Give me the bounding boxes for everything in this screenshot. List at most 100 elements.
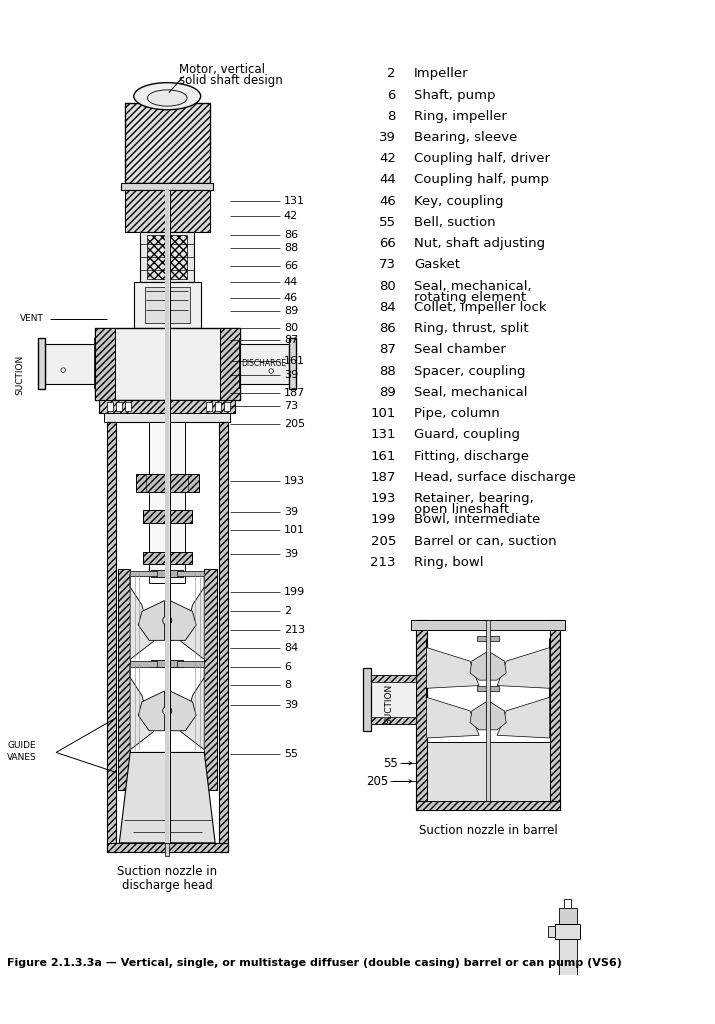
Text: 8: 8 — [388, 110, 396, 123]
Text: 73: 73 — [284, 401, 298, 412]
Ellipse shape — [269, 369, 273, 374]
Text: 42: 42 — [284, 211, 298, 221]
Bar — [561, 975, 575, 982]
Bar — [177, 570, 204, 577]
Ellipse shape — [147, 90, 187, 106]
Text: 55: 55 — [284, 750, 298, 759]
Text: 205: 205 — [370, 535, 396, 548]
Polygon shape — [497, 639, 550, 688]
Bar — [107, 422, 116, 852]
Bar — [558, 939, 577, 975]
Text: 89: 89 — [284, 306, 298, 316]
Text: Collet, impeller lock: Collet, impeller lock — [414, 301, 547, 314]
Polygon shape — [130, 664, 154, 750]
Text: GUIDE: GUIDE — [7, 740, 36, 750]
Bar — [240, 344, 290, 384]
Text: 55: 55 — [379, 216, 396, 229]
Text: Barrel or can, suction: Barrel or can, suction — [414, 535, 556, 548]
Bar — [136, 474, 199, 493]
Text: 86: 86 — [379, 323, 396, 335]
Text: 193: 193 — [370, 493, 396, 505]
Text: Seal chamber: Seal chamber — [414, 343, 506, 356]
Polygon shape — [119, 753, 215, 843]
Text: 88: 88 — [379, 365, 396, 378]
Text: 84: 84 — [284, 643, 298, 652]
Polygon shape — [427, 688, 479, 738]
Text: SUCTION: SUCTION — [384, 683, 393, 724]
Polygon shape — [470, 701, 486, 730]
Text: Ring, bowl: Ring, bowl — [414, 556, 483, 569]
Text: 199: 199 — [370, 513, 396, 526]
Text: SUCTION: SUCTION — [16, 354, 24, 394]
Text: 131: 131 — [370, 428, 396, 441]
Bar — [220, 328, 240, 400]
Text: 39: 39 — [284, 507, 298, 517]
Text: 86: 86 — [284, 230, 298, 241]
Bar — [121, 183, 213, 190]
Bar — [143, 510, 192, 523]
Text: 161: 161 — [284, 356, 305, 366]
Bar — [117, 569, 130, 791]
Polygon shape — [490, 701, 506, 730]
Polygon shape — [427, 639, 479, 688]
Text: rotating element: rotating element — [414, 291, 526, 303]
Bar — [107, 843, 228, 852]
Text: DISCHARGE: DISCHARGE — [242, 359, 287, 369]
Text: Key, coupling: Key, coupling — [414, 195, 503, 208]
Text: open lineshaft: open lineshaft — [414, 503, 509, 516]
Bar — [486, 621, 490, 801]
Text: 2: 2 — [284, 606, 291, 616]
Bar — [45, 344, 95, 384]
Text: Pipe, column: Pipe, column — [414, 408, 500, 420]
Polygon shape — [470, 652, 486, 680]
Ellipse shape — [163, 616, 172, 625]
Text: Seal, mechanical,: Seal, mechanical, — [414, 280, 532, 293]
Text: 187: 187 — [284, 388, 305, 397]
Bar — [555, 925, 581, 939]
Text: 213: 213 — [284, 626, 305, 636]
Text: Suction nozzle in barrel: Suction nozzle in barrel — [419, 824, 558, 837]
Text: 87: 87 — [379, 343, 396, 356]
Bar — [140, 231, 194, 283]
Text: 80: 80 — [284, 323, 298, 333]
Text: 73: 73 — [379, 258, 396, 271]
Bar — [416, 621, 427, 810]
Text: 6: 6 — [284, 662, 291, 672]
Bar — [38, 339, 45, 389]
Text: VENT: VENT — [20, 314, 44, 323]
Text: Coupling half, pump: Coupling half, pump — [414, 173, 549, 186]
Bar — [370, 675, 416, 682]
Bar — [149, 422, 185, 583]
Text: Motor, vertical: Motor, vertical — [179, 62, 265, 76]
Text: Bowl, intermediate: Bowl, intermediate — [414, 513, 541, 526]
Text: 44: 44 — [379, 173, 396, 186]
Bar — [363, 669, 370, 731]
Text: Retainer, bearing,: Retainer, bearing, — [414, 493, 533, 505]
Bar — [411, 621, 565, 630]
Text: 66: 66 — [284, 261, 298, 271]
Text: Impeller: Impeller — [414, 68, 468, 80]
Text: Bell, suction: Bell, suction — [414, 216, 495, 229]
Polygon shape — [490, 652, 506, 680]
Bar — [204, 569, 217, 791]
Bar — [124, 401, 131, 411]
Bar — [219, 422, 228, 852]
Text: Ring, thrust, split: Ring, thrust, split — [414, 323, 528, 335]
Text: 80: 80 — [379, 280, 396, 293]
Text: 193: 193 — [284, 476, 305, 486]
Text: 39: 39 — [284, 699, 298, 710]
Text: Spacer, coupling: Spacer, coupling — [414, 365, 526, 378]
Text: 213: 213 — [370, 556, 396, 569]
Text: Coupling half, driver: Coupling half, driver — [414, 153, 550, 165]
Bar — [95, 328, 115, 400]
Bar — [564, 899, 571, 957]
Text: 187: 187 — [370, 471, 396, 484]
Bar — [116, 401, 122, 411]
Text: Gasket: Gasket — [414, 258, 460, 271]
Text: 199: 199 — [284, 587, 305, 597]
Text: 101: 101 — [284, 525, 305, 536]
Polygon shape — [497, 688, 550, 738]
Bar — [225, 401, 230, 411]
Text: Suction nozzle in: Suction nozzle in — [117, 865, 217, 879]
Bar — [177, 662, 204, 667]
